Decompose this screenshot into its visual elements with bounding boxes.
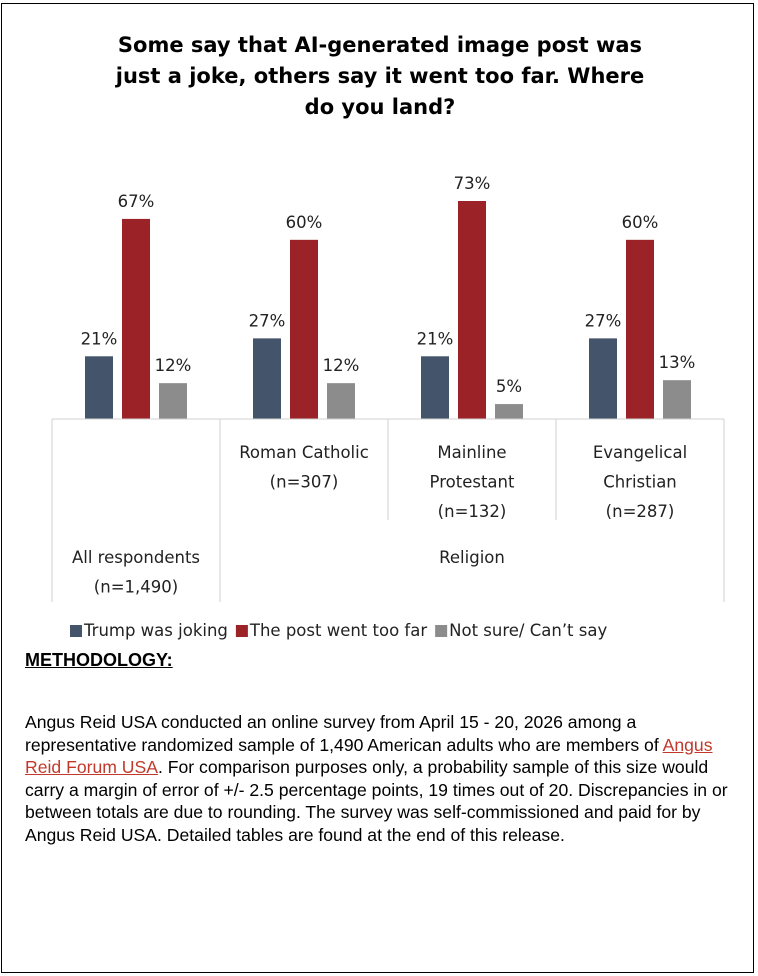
- bar-2-3: [458, 201, 486, 419]
- data-label-2-3: 73%: [454, 174, 491, 193]
- figure-frame: [1, 3, 754, 973]
- bar-2-2: [290, 239, 318, 419]
- legend-swatch-3: [435, 625, 448, 637]
- bar-2-1: [122, 218, 150, 419]
- category-label-1-line-1: All respondents: [72, 548, 200, 567]
- category-label-3-line-3: (n=132): [438, 502, 507, 521]
- legend-label-3: Not sure/ Can’t say: [449, 621, 607, 640]
- category-label-1-line-2: (n=1,490): [94, 578, 178, 597]
- data-label-3-2: 12%: [323, 356, 360, 375]
- data-label-2-4: 60%: [622, 213, 659, 232]
- category-label-4-line-1: Evangelical: [593, 443, 687, 462]
- bar-2-4: [626, 239, 654, 419]
- category-label-4-line-3: (n=287): [606, 502, 675, 521]
- methodology-text-start: Angus Reid USA conducted an online surve…: [25, 712, 663, 755]
- angus-reid-forum-link[interactable]: Angus Reid Forum USA: [25, 734, 713, 778]
- bar-3-3: [495, 404, 523, 419]
- data-label-1-4: 27%: [585, 311, 622, 330]
- data-label-1-3: 21%: [417, 329, 454, 348]
- legend-label-2: The post went too far: [249, 621, 427, 640]
- bar-3-1: [159, 383, 187, 419]
- data-label-2-2: 60%: [286, 213, 323, 232]
- chart-title: Some say that AI-generated image post wa…: [115, 33, 645, 119]
- category-label-4-line-2: Christian: [603, 473, 677, 492]
- methodology-text: Angus Reid USA conducted an online surve…: [25, 711, 737, 847]
- category-label-3-line-2: Protestant: [430, 473, 515, 492]
- bar-3-2: [327, 383, 355, 419]
- methodology-text-end: . For comparison purposes only, a probab…: [25, 757, 728, 845]
- legend-swatch-1: [70, 625, 82, 637]
- data-label-1-2: 27%: [249, 311, 286, 330]
- legend-swatch-2: [235, 625, 248, 637]
- data-label-3-3: 5%: [496, 377, 522, 396]
- bar-chart: 21% 27% 21% 27% 67% 60% 73% 60% 12% 12% 5% 13% All r…: [51, 174, 725, 640]
- data-label-3-4: 13%: [659, 353, 696, 372]
- category-label-3-line-1: Mainline: [437, 443, 506, 462]
- data-label-3-1: 12%: [155, 356, 192, 375]
- bar-1-2: [253, 338, 281, 419]
- category-label-2-line-1: Roman Catholic: [239, 443, 369, 462]
- bar-1-4: [589, 338, 617, 419]
- legend-label-1: Trump was joking: [83, 621, 228, 640]
- bar-1-3: [421, 356, 449, 419]
- group-label-religion: Religion: [439, 548, 505, 567]
- data-label-2-1: 67%: [118, 192, 155, 211]
- data-label-1-1: 21%: [81, 329, 118, 348]
- bar-1-1: [85, 356, 113, 419]
- bar-3-4: [663, 380, 691, 419]
- category-label-2-line-2: (n=307): [270, 473, 339, 492]
- methodology-heading: METHODOLOGY:: [25, 650, 173, 670]
